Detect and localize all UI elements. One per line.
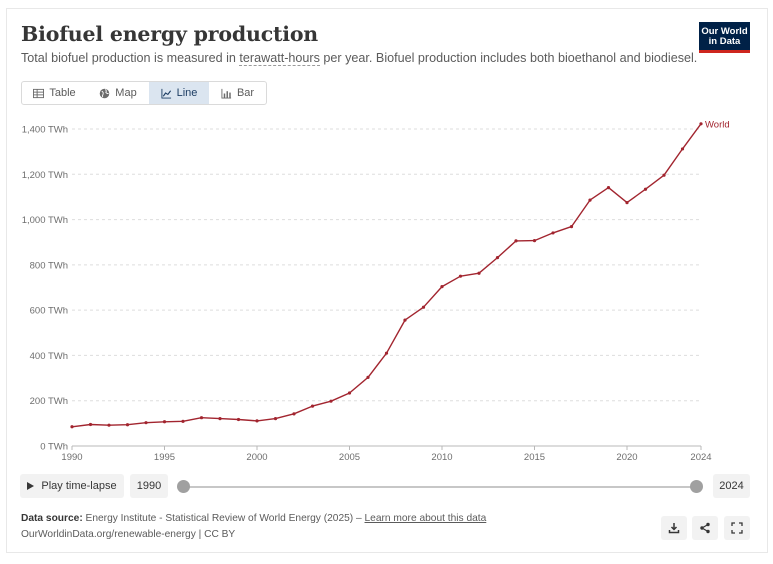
- globe-icon: [100, 88, 110, 98]
- timeline-start-year[interactable]: 1990: [130, 474, 168, 498]
- bar-chart-icon: [221, 88, 232, 99]
- data-point[interactable]: [236, 417, 241, 422]
- y-tick-label: 1,400 TWh: [22, 125, 68, 136]
- x-tick-label: 2010: [431, 452, 452, 463]
- learn-more-link[interactable]: Learn more about this data: [364, 513, 487, 524]
- series-line[interactable]: [71, 123, 702, 428]
- fullscreen-button[interactable]: [724, 516, 750, 540]
- data-point[interactable]: [366, 375, 370, 379]
- data-point[interactable]: [514, 239, 518, 243]
- x-tick-label: 2020: [616, 452, 637, 463]
- y-tick-label: 200 TWh: [30, 396, 68, 407]
- x-axis-ticks: 1990 1995 2000 2005 2010 2015 2020 2024: [61, 446, 712, 463]
- tab-bar-label: Bar: [236, 87, 255, 99]
- y-tick-label: 400 TWh: [30, 351, 68, 362]
- chart-subtitle: Total biofuel production is measured in …: [21, 51, 698, 66]
- subtitle-text-end: per year. Biofuel production includes bo…: [319, 51, 698, 65]
- data-point[interactable]: [162, 420, 167, 424]
- y-axis-ticks: 0 TWh 200 TWh 400 TWh 600 TWh 800 TWh 1,000 T…: [22, 125, 68, 453]
- x-tick-label: 2005: [339, 452, 360, 463]
- timeline-slider-track[interactable]: [183, 486, 697, 488]
- download-icon: [668, 523, 680, 534]
- source-label: Data source:: [21, 513, 83, 524]
- logo-line-2: in Data: [708, 36, 741, 47]
- table-icon: [33, 88, 45, 98]
- data-source: Data source: Energy Institute - Statisti…: [21, 513, 486, 524]
- tab-map-label: Map: [115, 87, 137, 99]
- series-world[interactable]: World: [70, 119, 730, 429]
- tab-line[interactable]: Line: [149, 82, 209, 104]
- data-point[interactable]: [329, 399, 333, 403]
- y-tick-label: 800 TWh: [30, 260, 68, 271]
- data-point[interactable]: [255, 419, 259, 423]
- data-point[interactable]: [88, 422, 93, 427]
- y-tick-label: 0 TWh: [40, 442, 68, 453]
- data-point[interactable]: [680, 147, 685, 151]
- data-point[interactable]: [532, 239, 537, 243]
- data-point[interactable]: [551, 231, 555, 235]
- data-point[interactable]: [218, 417, 222, 421]
- tab-bar[interactable]: Bar: [209, 82, 266, 104]
- data-point[interactable]: [643, 187, 648, 191]
- x-tick-label: 1995: [154, 452, 175, 463]
- data-point[interactable]: [199, 416, 204, 420]
- data-point[interactable]: [495, 256, 500, 260]
- share-button[interactable]: [692, 516, 718, 540]
- x-tick-label: 2015: [524, 452, 545, 463]
- download-button[interactable]: [661, 516, 687, 540]
- data-point[interactable]: [458, 274, 463, 278]
- data-point[interactable]: [403, 318, 407, 322]
- data-point[interactable]: [662, 173, 666, 177]
- terawatt-hours-link[interactable]: terawatt-hours: [239, 51, 320, 66]
- tab-table[interactable]: Table: [22, 82, 87, 104]
- play-timelapse-button[interactable]: Play time-lapse: [20, 474, 124, 498]
- grid-lines: [72, 128, 701, 447]
- data-point[interactable]: [699, 122, 703, 126]
- chart-tabs: Table Map Line Bar: [21, 81, 267, 105]
- owid-logo[interactable]: Our World in Data: [699, 22, 750, 53]
- y-tick-label: 1,000 TWh: [22, 215, 68, 226]
- timeline-end-year[interactable]: 2024: [713, 474, 750, 498]
- data-point[interactable]: [347, 391, 352, 395]
- data-point[interactable]: [181, 419, 185, 423]
- data-point[interactable]: [421, 305, 426, 309]
- data-point[interactable]: [273, 417, 278, 421]
- timeline-end-handle[interactable]: [690, 480, 703, 493]
- chart-frame: [6, 8, 768, 553]
- fullscreen-icon: [731, 522, 743, 534]
- tab-table-label: Table: [49, 87, 76, 99]
- data-point[interactable]: [384, 351, 389, 355]
- subtitle-text: Total biofuel production is measured in: [21, 51, 240, 65]
- tab-map[interactable]: Map: [87, 82, 149, 104]
- y-tick-label: 600 TWh: [30, 306, 68, 317]
- source-url[interactable]: OurWorldinData.org/renewable-energy | CC…: [21, 529, 236, 540]
- data-point[interactable]: [569, 224, 574, 229]
- data-point[interactable]: [125, 423, 130, 427]
- chart-title: Biofuel energy production: [21, 22, 319, 46]
- data-point[interactable]: [606, 186, 611, 190]
- line-chart-icon: [161, 88, 171, 99]
- play-icon: [27, 482, 35, 490]
- series-label: World: [705, 119, 730, 130]
- logo-line-1: Our World: [701, 26, 748, 37]
- data-point[interactable]: [292, 412, 296, 416]
- data-point[interactable]: [310, 404, 315, 408]
- timeline-start-handle[interactable]: [177, 480, 190, 493]
- data-point[interactable]: [625, 200, 629, 205]
- x-tick-label: 1990: [61, 452, 82, 463]
- source-text: Energy Institute - Statistical Review of…: [82, 513, 365, 524]
- share-icon: [700, 522, 710, 534]
- data-point[interactable]: [107, 423, 111, 427]
- data-point[interactable]: [588, 198, 592, 202]
- y-tick-label: 1,200 TWh: [22, 170, 68, 181]
- data-point[interactable]: [70, 425, 74, 429]
- data-point[interactable]: [144, 421, 148, 425]
- data-point[interactable]: [440, 284, 444, 289]
- x-tick-label: 2000: [246, 452, 267, 463]
- data-point[interactable]: [477, 271, 481, 275]
- tab-line-label: Line: [176, 87, 198, 99]
- play-label: Play time-lapse: [41, 480, 117, 492]
- x-tick-label: 2024: [690, 452, 711, 463]
